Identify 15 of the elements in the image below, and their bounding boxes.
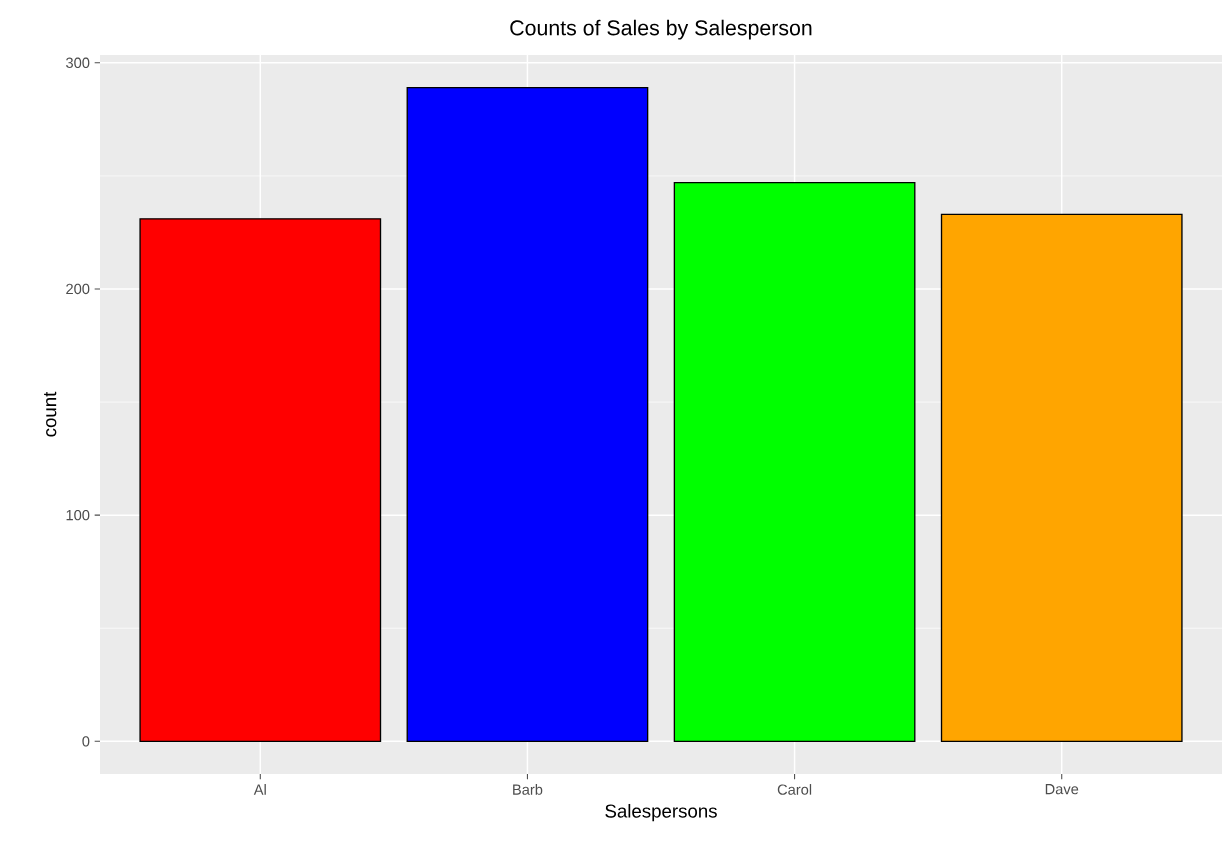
x-axis-title: Salespersons bbox=[605, 803, 717, 822]
bar bbox=[406, 87, 649, 742]
x-tick-label: Al bbox=[253, 784, 266, 795]
x-tick-label: Dave bbox=[1045, 784, 1079, 795]
x-tick-label: Carol bbox=[777, 784, 812, 795]
y-tick-label: 300 bbox=[66, 57, 90, 68]
bar bbox=[139, 218, 382, 742]
y-axis-title: count bbox=[44, 391, 57, 437]
bar bbox=[673, 182, 916, 742]
chart-title: Counts of Sales by Salesperson bbox=[510, 19, 812, 40]
y-tick-label: 200 bbox=[66, 283, 90, 295]
x-tick-label: Barb bbox=[513, 784, 543, 795]
y-tick-label: 0 bbox=[82, 736, 90, 747]
y-tick-label: 100 bbox=[66, 509, 90, 521]
bar bbox=[940, 213, 1183, 742]
